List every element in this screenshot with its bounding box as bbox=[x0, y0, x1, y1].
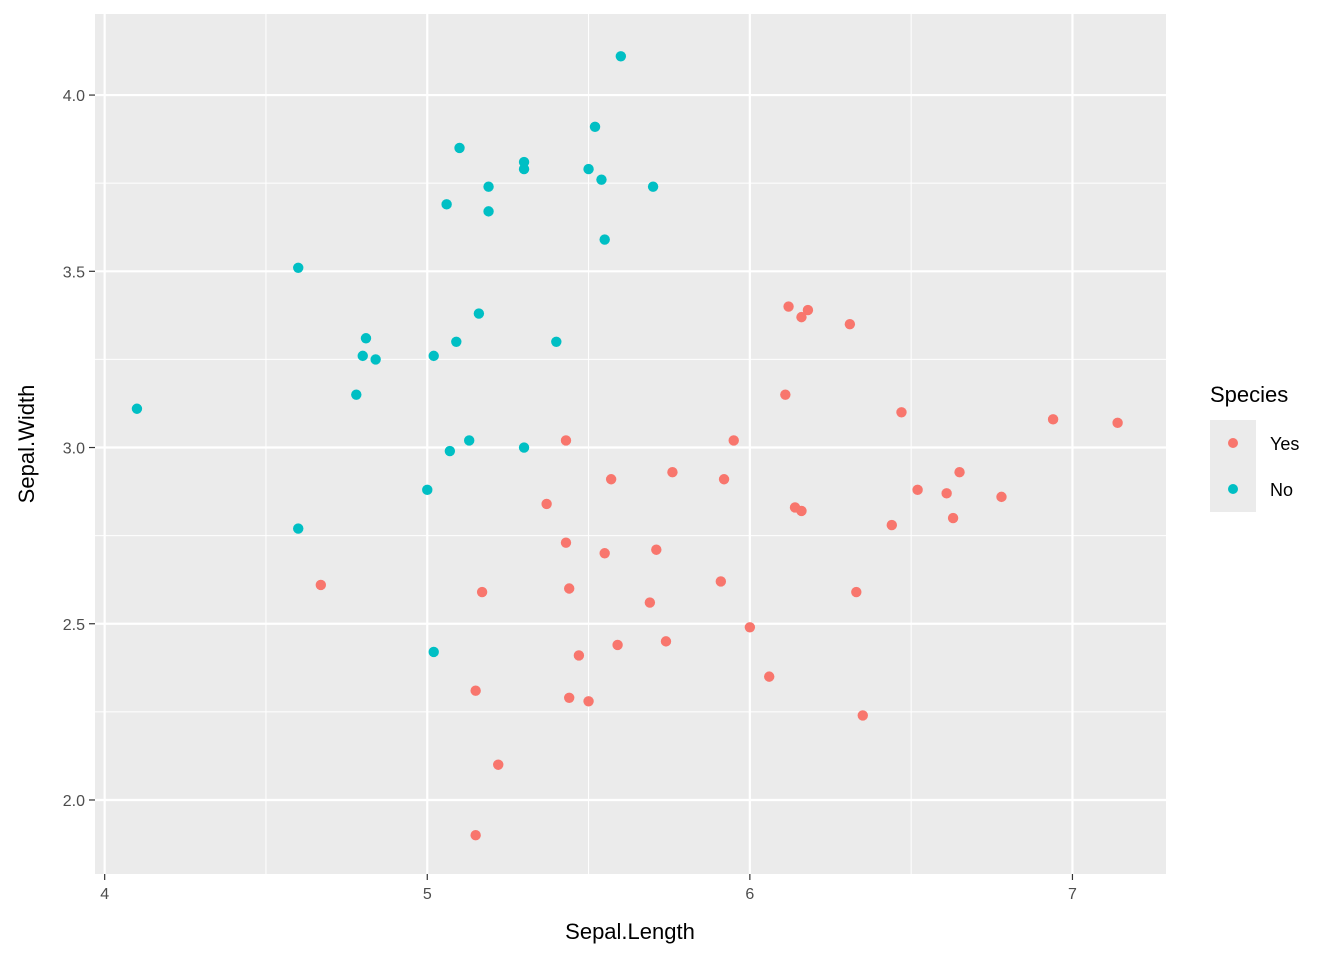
data-point-yes bbox=[470, 830, 481, 841]
data-point-no bbox=[357, 350, 368, 362]
data-point-no bbox=[589, 121, 601, 132]
y-tick-label: 2.5 bbox=[63, 617, 85, 634]
data-point-yes bbox=[1047, 414, 1059, 425]
legend: Species Yes No bbox=[1210, 382, 1299, 512]
data-point-yes bbox=[912, 484, 923, 496]
data-point-no bbox=[583, 163, 594, 175]
data-point-yes bbox=[493, 759, 504, 770]
data-point-no bbox=[473, 308, 485, 319]
data-point-no bbox=[599, 234, 610, 245]
x-tick-label: 6 bbox=[745, 886, 754, 903]
data-point-no bbox=[454, 142, 465, 154]
data-point-yes bbox=[764, 671, 775, 682]
data-point-yes bbox=[1112, 417, 1123, 429]
data-point-yes bbox=[660, 636, 672, 647]
data-point-no bbox=[360, 333, 372, 344]
data-point-no bbox=[428, 350, 439, 362]
data-point-no bbox=[518, 442, 530, 453]
x-tick-label: 7 bbox=[1068, 886, 1077, 903]
x-axis-ticks: 4 5 6 7 bbox=[100, 874, 1077, 903]
data-point-yes bbox=[573, 650, 585, 661]
data-point-yes bbox=[886, 519, 897, 531]
data-point-yes bbox=[605, 474, 617, 485]
data-point-yes bbox=[470, 685, 481, 696]
data-point-no bbox=[451, 336, 462, 347]
data-point-yes bbox=[744, 622, 756, 633]
legend-label-no: No bbox=[1270, 480, 1293, 500]
x-axis-title: Sepal.Length bbox=[565, 919, 695, 944]
data-point-no bbox=[518, 156, 530, 168]
data-point-yes bbox=[718, 474, 730, 485]
data-point-no bbox=[551, 336, 562, 347]
data-point-yes bbox=[564, 583, 575, 594]
data-point-yes bbox=[476, 586, 488, 598]
data-point-yes bbox=[315, 579, 327, 591]
data-point-yes bbox=[564, 692, 575, 703]
data-point-yes bbox=[941, 488, 952, 499]
data-point-no bbox=[422, 484, 433, 496]
data-point-yes bbox=[851, 586, 862, 598]
data-point-yes bbox=[667, 466, 678, 478]
data-point-yes bbox=[612, 639, 623, 651]
data-point-yes bbox=[802, 304, 814, 316]
data-point-yes bbox=[796, 505, 807, 517]
data-point-yes bbox=[857, 710, 868, 721]
y-tick-label: 3.0 bbox=[63, 441, 85, 458]
data-point-no bbox=[615, 51, 627, 62]
data-point-yes bbox=[783, 301, 794, 312]
data-point-no bbox=[370, 354, 381, 365]
data-point-no bbox=[483, 206, 494, 217]
data-point-no bbox=[293, 262, 304, 273]
y-tick-label: 3.5 bbox=[63, 264, 85, 281]
plot-panel bbox=[95, 14, 1166, 874]
data-point-yes bbox=[896, 407, 907, 418]
data-point-yes bbox=[954, 466, 965, 478]
data-point-yes bbox=[583, 696, 594, 707]
data-point-no bbox=[483, 181, 494, 192]
data-point-yes bbox=[780, 389, 791, 400]
data-point-no bbox=[293, 523, 304, 534]
y-axis-title: Sepal.Width bbox=[14, 385, 39, 504]
data-point-no bbox=[596, 174, 607, 185]
y-tick-label: 4.0 bbox=[63, 88, 85, 105]
data-point-yes bbox=[728, 435, 739, 446]
x-tick-label: 5 bbox=[423, 886, 432, 903]
y-axis-ticks: 2.0 2.5 3.0 3.5 4.0 bbox=[63, 88, 95, 810]
data-point-no bbox=[351, 389, 362, 400]
data-point-no bbox=[428, 646, 439, 658]
data-points bbox=[131, 51, 1123, 841]
data-point-yes bbox=[599, 548, 610, 559]
y-tick-label: 2.0 bbox=[63, 793, 85, 810]
data-point-no bbox=[464, 435, 475, 446]
x-tick-label: 4 bbox=[100, 886, 109, 903]
data-point-yes bbox=[644, 597, 656, 608]
data-point-no bbox=[131, 403, 143, 414]
data-point-yes bbox=[844, 318, 856, 330]
data-point-no bbox=[441, 199, 452, 210]
legend-marker-no bbox=[1228, 484, 1238, 494]
data-point-yes bbox=[560, 435, 572, 446]
data-point-yes bbox=[560, 537, 572, 548]
data-point-no bbox=[647, 181, 659, 192]
legend-marker-yes bbox=[1228, 438, 1238, 448]
grid-major bbox=[95, 14, 1166, 874]
legend-label-yes: Yes bbox=[1270, 434, 1299, 454]
data-point-yes bbox=[996, 491, 1007, 503]
grid-minor bbox=[95, 14, 1166, 874]
legend-title: Species bbox=[1210, 382, 1288, 407]
data-point-yes bbox=[651, 544, 662, 555]
data-point-no bbox=[444, 445, 456, 457]
data-point-yes bbox=[796, 311, 807, 323]
data-point-yes bbox=[715, 576, 727, 587]
data-point-yes bbox=[947, 512, 959, 524]
data-point-yes bbox=[541, 498, 552, 510]
